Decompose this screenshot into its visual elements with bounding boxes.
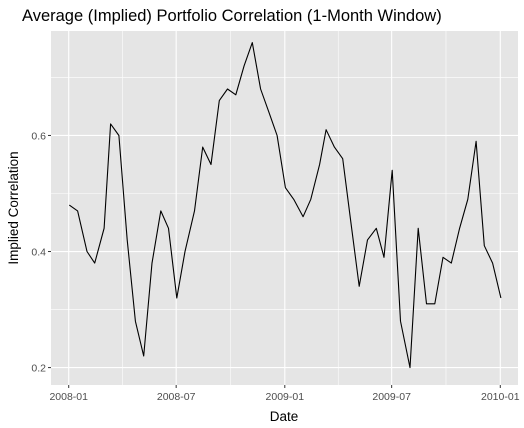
chart-title: Average (Implied) Portfolio Correlation … [22,7,442,25]
series-line [68,42,502,369]
y-tick-label: 0.6 [31,130,46,142]
x-tick-label: 2009-01 [266,391,305,403]
x-tick-labels: 2008-01 2008-07 2009-01 2009-07 2010-01 [49,391,519,403]
x-tick-label: 2010-01 [481,391,520,403]
y-tick-label: 0.2 [31,362,46,374]
y-tick-label: 0.4 [31,246,46,258]
x-tick-label: 2008-07 [157,391,196,403]
x-axis-title: Date [270,409,299,424]
y-tick-labels: 0.2 0.4 0.6 [31,130,46,374]
x-tick-label: 2008-01 [49,391,88,403]
x-tick-label: 2009-07 [372,391,411,403]
y-axis-title: Implied Correlation [6,151,21,264]
axis-ticks [48,134,501,388]
